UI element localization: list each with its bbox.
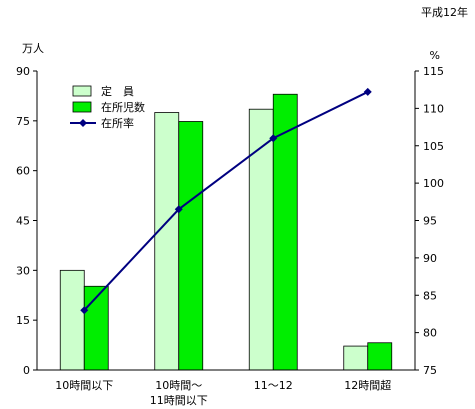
- category-label: 11〜12: [254, 379, 293, 392]
- right-tick-label: 90: [423, 252, 437, 265]
- bar-group: [59, 93, 393, 371]
- rate-point: [80, 306, 89, 315]
- left-tick-label: 15: [16, 314, 30, 327]
- bar-enrolled: [178, 121, 204, 371]
- bar-enrolled: [367, 342, 393, 371]
- left-axis-ticks: 0 15 30 45 60 75 90: [16, 65, 37, 377]
- legend-label-enrolled: 在所児数: [101, 101, 145, 114]
- bar-capacity: [59, 269, 85, 371]
- rate-point: [174, 205, 183, 214]
- right-tick-label: 110: [423, 102, 444, 115]
- bar-capacity: [154, 112, 180, 371]
- bar-enrolled: [83, 285, 109, 371]
- category-label: 10時間〜: [155, 379, 202, 392]
- bar-enrolled: [272, 93, 298, 371]
- category-labels: 10時間以下 10時間〜 11時間以下 11〜12 12時間超: [55, 378, 391, 407]
- right-tick-label: 85: [423, 289, 437, 302]
- right-tick-label: 80: [423, 327, 437, 340]
- left-tick-label: 60: [16, 165, 30, 178]
- rate-point: [363, 87, 372, 96]
- right-tick-label: 75: [423, 364, 437, 377]
- category-label: 10時間以下: [55, 379, 113, 392]
- left-tick-label: 75: [16, 115, 30, 128]
- right-tick-label: 95: [423, 215, 437, 228]
- legend-marker-rate: [79, 119, 87, 127]
- left-tick-label: 45: [16, 215, 30, 228]
- left-axis-unit: 万人: [22, 42, 44, 55]
- legend: 定 員 在所児数 在所率: [70, 84, 145, 130]
- line-series: [80, 87, 372, 315]
- left-tick-label: 0: [23, 364, 30, 377]
- legend-swatch-capacity: [72, 85, 92, 97]
- right-axis-ticks: 75 80 85 90 95 100 105 110 115: [415, 65, 444, 377]
- right-tick-label: 105: [423, 140, 444, 153]
- chart-note: 平成12年: [421, 5, 468, 19]
- bar-capacity: [343, 345, 369, 371]
- right-tick-label: 100: [423, 177, 444, 190]
- legend-label-capacity: 定 員: [101, 84, 134, 98]
- rate-point: [269, 134, 278, 143]
- left-tick-label: 90: [16, 65, 30, 78]
- legend-swatch-enrolled: [72, 101, 92, 113]
- right-tick-label: 115: [423, 65, 444, 78]
- legend-label-rate: 在所率: [101, 116, 134, 130]
- right-axis-unit: %: [430, 49, 440, 62]
- category-label: 12時間超: [344, 378, 391, 392]
- left-tick-label: 30: [16, 264, 30, 277]
- rate-line: [83, 91, 369, 311]
- category-label: 11時間以下: [150, 394, 208, 407]
